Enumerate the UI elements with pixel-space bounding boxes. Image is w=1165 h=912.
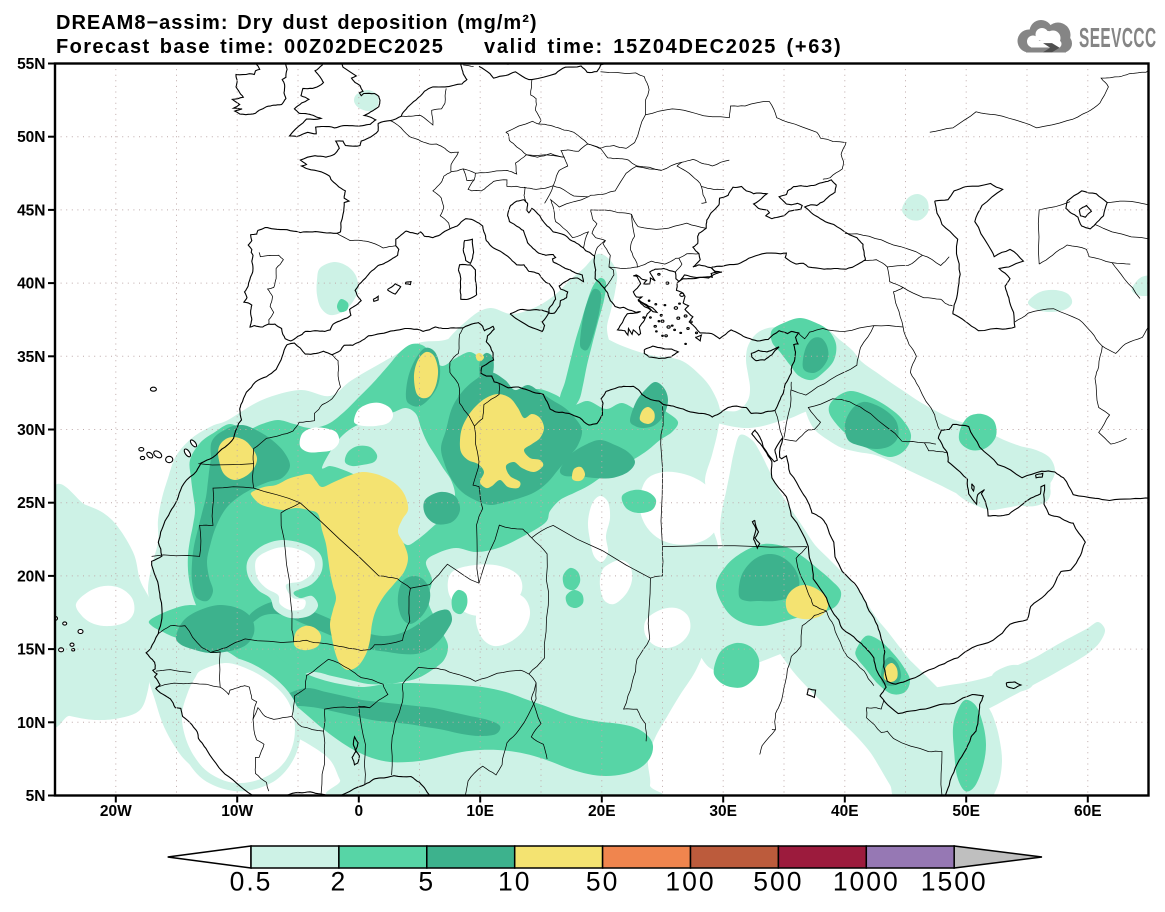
svg-text:45N: 45N: [17, 202, 45, 219]
svg-text:10E: 10E: [466, 803, 494, 820]
svg-text:50N: 50N: [17, 129, 45, 146]
svg-text:50E: 50E: [952, 803, 980, 820]
svg-text:500: 500: [753, 867, 803, 897]
svg-text:40E: 40E: [831, 803, 859, 820]
svg-text:valid time: 15Z04DEC2025 (+63): valid time: 15Z04DEC2025 (+63): [484, 36, 842, 58]
svg-text:DREAM8−assim: Dry dust deposit: DREAM8−assim: Dry dust deposition (mg/m²…: [56, 12, 538, 34]
svg-text:2: 2: [331, 867, 348, 897]
svg-text:20E: 20E: [588, 803, 616, 820]
svg-text:100: 100: [665, 867, 715, 897]
svg-text:30E: 30E: [709, 803, 737, 820]
svg-text:10W: 10W: [221, 803, 253, 820]
svg-text:15N: 15N: [17, 642, 45, 659]
svg-text:40N: 40N: [17, 276, 45, 293]
svg-text:SEEVCCC: SEEVCCC: [1079, 22, 1157, 53]
svg-text:Forecast base time: 00Z02DEC20: Forecast base time: 00Z02DEC2025: [56, 36, 444, 58]
svg-text:0: 0: [354, 803, 363, 820]
svg-text:30N: 30N: [17, 422, 45, 439]
svg-text:55N: 55N: [17, 56, 45, 73]
svg-text:1000: 1000: [833, 867, 900, 897]
svg-text:5: 5: [418, 867, 435, 897]
svg-text:25N: 25N: [17, 495, 45, 512]
svg-text:35N: 35N: [17, 349, 45, 366]
svg-text:20N: 20N: [17, 568, 45, 585]
svg-text:10N: 10N: [17, 715, 45, 732]
svg-text:60E: 60E: [1074, 803, 1102, 820]
svg-text:5N: 5N: [26, 788, 46, 805]
svg-text:50: 50: [586, 867, 619, 897]
svg-text:0.5: 0.5: [230, 867, 273, 897]
svg-text:10: 10: [498, 867, 531, 897]
svg-text:20W: 20W: [100, 803, 132, 820]
svg-text:1500: 1500: [921, 867, 988, 897]
